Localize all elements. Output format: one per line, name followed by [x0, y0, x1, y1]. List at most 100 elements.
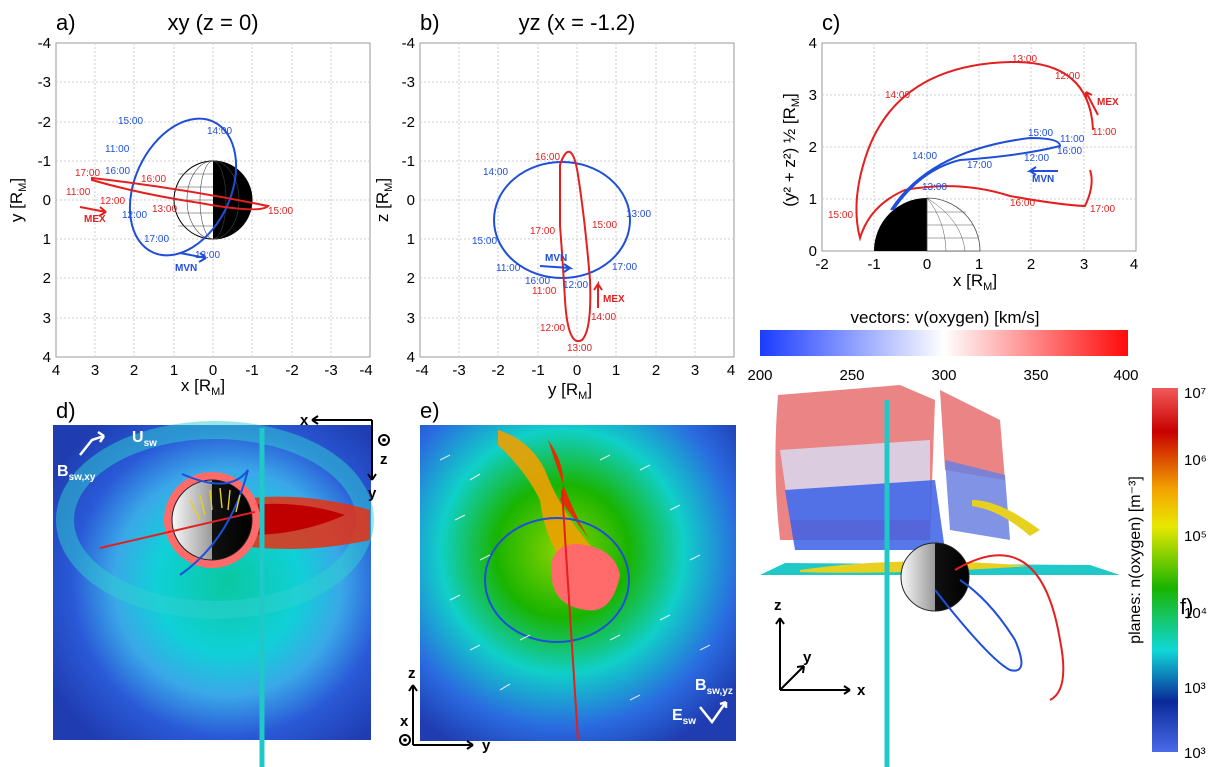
time-label: 12:00 [563, 280, 588, 291]
bsw-label: Bsw,yz [695, 677, 733, 697]
tick-label: 0 [573, 362, 581, 379]
time-label: 17:00 [144, 234, 169, 245]
panel-a: a) xy (z = 0) 4 3 2 1 0 -1 -2 -3 -4 -4 -… [7, 10, 373, 398]
panel-c: c) -2 -1 0 1 2 3 4 0 1 2 3 4 x [RM] (y² … [780, 10, 1138, 293]
mars-half-sphere-icon [874, 197, 981, 252]
vector-field-e [439, 454, 711, 701]
time-label: 11:00 [496, 263, 521, 274]
tick-label: 10⁴ [1184, 605, 1207, 622]
panel-b-xticks: -4 -3 -2 -1 0 1 2 3 4 [415, 362, 735, 379]
mvn-label-c: MVN [1032, 174, 1054, 185]
mex-orbit-b [559, 150, 592, 343]
velocity-colorbar-gradient [760, 330, 1128, 356]
tick-label: 2 [130, 362, 138, 379]
tick-label: -3 [452, 362, 465, 379]
panel-b-yticks: -4 -3 -2 -1 0 1 2 3 4 [402, 35, 415, 366]
tick-label: 2 [809, 139, 817, 156]
time-label: 16:00 [1010, 198, 1035, 209]
mex-orbit-c [855, 60, 1094, 242]
time-label: 12:00 [100, 196, 125, 207]
tick-label: -4 [415, 362, 428, 379]
tick-label: -1 [245, 362, 258, 379]
time-label: 13:00 [152, 204, 177, 215]
out-of-page-dot-icon [382, 438, 386, 442]
tick-label: 10⁶ [1184, 452, 1207, 469]
time-label: 11:00 [105, 144, 130, 155]
time-label: 15:00 [118, 116, 143, 127]
tick-label: 2 [1027, 256, 1035, 273]
panel-c-mex-times: 13:00 12:00 14:00 11:00 15:00 16:00 17:0… [828, 54, 1117, 221]
panel-a-mvn-times: 15:00 14:00 11:00 16:00 12:00 17:00 13:0… [105, 116, 232, 261]
tick-label: 250 [839, 367, 864, 384]
time-label: 13:00 [195, 250, 220, 261]
axis-x-label: x [300, 412, 309, 429]
panel-b-title: yz (x = -1.2) [519, 10, 636, 35]
tick-label: 200 [747, 367, 772, 384]
tick-label: -4 [402, 35, 415, 52]
tick-label: 3 [809, 87, 817, 104]
panel-f-letter: f) [1180, 594, 1193, 619]
mvn-arrow-icon [539, 263, 574, 273]
time-label: 11:00 [532, 286, 557, 297]
time-label: 15:00 [1028, 128, 1053, 139]
tick-label: -2 [815, 256, 828, 273]
mex-arrow-icon [79, 206, 107, 217]
mars-sphere-icon [900, 542, 970, 612]
mex-orbit-a [91, 176, 271, 211]
time-label: 13:00 [567, 343, 592, 354]
panel-a-letter: a) [56, 10, 76, 35]
axis-z-label: z [774, 597, 782, 614]
tick-label: 0 [209, 362, 217, 379]
tick-label: 10⁷ [1184, 385, 1206, 402]
velocity-colorbar: vectors: v(oxygen) [km/s] 200 250 300 35… [747, 308, 1138, 384]
panel-d: d) Bsw,xy Usw x z y [53, 398, 390, 767]
tick-label: -4 [38, 35, 51, 52]
mex-arrow-icon [593, 280, 603, 308]
panel-b-mex-times: 16:00 17:00 15:00 11:00 14:00 12:00 13:0… [530, 152, 617, 354]
time-label: 15:00 [828, 210, 853, 221]
mex-label-c: MEX [1097, 97, 1119, 108]
panel-e: e) z x y Bsw,yz Esw [399, 398, 736, 754]
tick-label: -2 [38, 114, 51, 131]
mvn-orbit-d [179, 469, 249, 576]
time-label: 16:00 [1057, 146, 1082, 157]
axis-x-label: x [400, 713, 409, 730]
tick-label: -2 [491, 362, 504, 379]
density-colorbar-gradient [1152, 388, 1178, 752]
time-label: 14:00 [207, 126, 232, 137]
vector-fan-f [972, 500, 1040, 536]
tick-label: 400 [1113, 367, 1138, 384]
tick-label: 1 [170, 362, 178, 379]
tick-label: 2 [407, 270, 415, 287]
density-colorbar: 10⁷ 10⁶ 10⁵ 10⁴ 10³ 10³ planes: n(oxygen… [1127, 385, 1207, 762]
mex-label-a: MEX [84, 214, 106, 225]
time-label: 14:00 [591, 312, 616, 323]
mvn-orbit-c [890, 136, 1062, 211]
time-label: 15:00 [268, 206, 293, 217]
tick-label: 350 [1023, 367, 1048, 384]
tick-label: -1 [531, 362, 544, 379]
panel-d-axes-icon [311, 415, 390, 481]
time-label: 11:00 [1060, 134, 1085, 145]
mvn-label-b: MVN [545, 253, 567, 264]
velocity-colorbar-title: vectors: v(oxygen) [km/s] [851, 308, 1040, 327]
time-label: 16:00 [525, 276, 550, 287]
density-colorbar-ticks: 10⁷ 10⁶ 10⁵ 10⁴ 10³ 10³ [1184, 385, 1207, 762]
axis-z-label: z [380, 451, 388, 468]
tick-label: 4 [52, 362, 60, 379]
time-label: 12:00 [1055, 71, 1080, 82]
tick-label: 10³ [1184, 680, 1206, 697]
time-label: 11:00 [66, 187, 91, 198]
time-label: 17:00 [75, 168, 100, 179]
tick-label: 1 [809, 191, 817, 208]
vector-cloud-f [775, 385, 1010, 550]
out-of-page-dot-icon [403, 738, 407, 742]
time-label: 14:00 [912, 151, 937, 162]
panel-d-annotations: Bsw,xy Usw [57, 429, 157, 483]
panel-a-title: xy (z = 0) [167, 10, 258, 35]
time-label: 13:00 [1012, 54, 1037, 65]
mvn-orbit-e [484, 517, 630, 643]
panel-b-ylabel: z [RM] [373, 178, 395, 222]
axis-y-label: y [803, 649, 812, 666]
